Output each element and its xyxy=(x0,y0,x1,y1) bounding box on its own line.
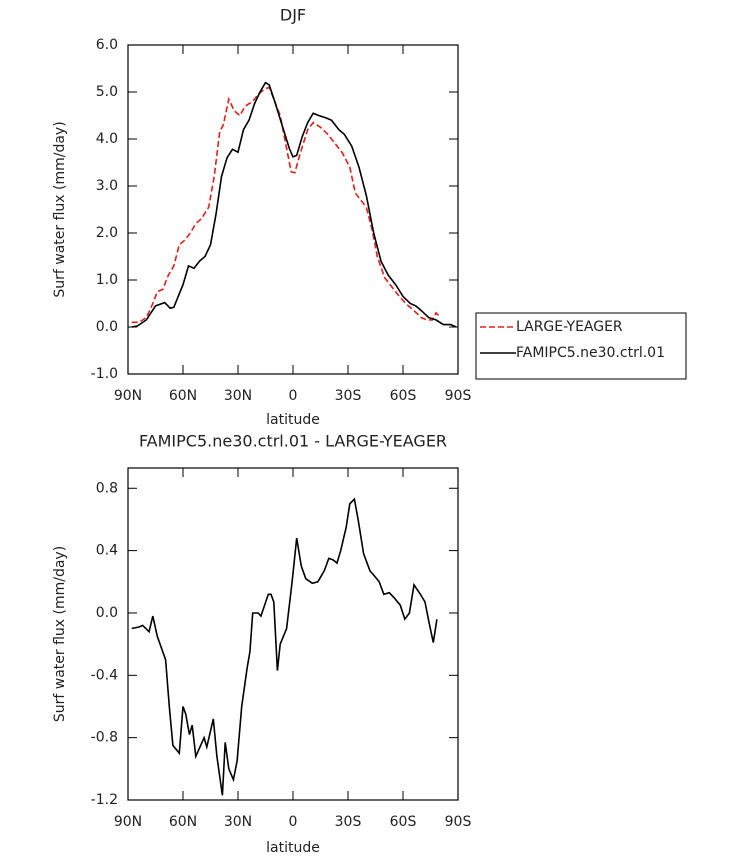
y-tick-label: 6.0 xyxy=(96,37,118,53)
x-tick-label: 30S xyxy=(335,388,362,404)
plot-frame xyxy=(127,44,459,375)
data-line xyxy=(131,497,438,796)
x-tick-label: 90N xyxy=(114,814,142,830)
data-line xyxy=(131,81,457,328)
legend-label: LARGE-YEAGER xyxy=(516,319,623,335)
y-tick-label: -1.2 xyxy=(91,792,118,808)
x-axis-label: latitude xyxy=(266,840,320,856)
y-tick-label: -0.8 xyxy=(91,730,118,746)
x-tick-label: 90S xyxy=(445,388,472,404)
x-tick-label: 30N xyxy=(224,814,252,830)
y-tick-label: 0.0 xyxy=(96,319,118,335)
x-tick-label: 60N xyxy=(169,388,197,404)
x-tick-label: 90N xyxy=(114,388,142,404)
y-tick-label: 0.8 xyxy=(96,480,118,496)
x-tick-label: 60N xyxy=(169,814,197,830)
y-tick-label: 4.0 xyxy=(96,131,118,147)
x-tick-label: 30N xyxy=(224,388,252,404)
x-tick-label: 30S xyxy=(335,814,362,830)
x-tick-label: 90S xyxy=(445,814,472,830)
legend-label: FAMIPC5.ne30.ctrl.01 xyxy=(516,345,665,361)
y-axis-label: Surf water flux (mm/day) xyxy=(52,121,68,297)
y-tick-label: 1.0 xyxy=(96,272,118,288)
chart-title: FAMIPC5.ne30.ctrl.01 - LARGE-YEAGER xyxy=(139,432,447,451)
y-tick-label: 3.0 xyxy=(96,178,118,194)
x-axis-label: latitude xyxy=(266,412,320,428)
y-tick-label: 2.0 xyxy=(96,225,118,241)
y-tick-label: 5.0 xyxy=(96,84,118,100)
data-line xyxy=(131,86,441,324)
x-tick-label: 60S xyxy=(390,814,417,830)
y-tick-label: 0.0 xyxy=(96,605,118,621)
x-tick-label: 0 xyxy=(289,388,298,404)
y-tick-label: 0.4 xyxy=(96,543,118,559)
x-tick-label: 60S xyxy=(390,388,417,404)
y-tick-label: -0.4 xyxy=(91,667,118,683)
legend-box xyxy=(475,312,687,380)
chart-title: DJF xyxy=(280,6,306,25)
y-axis-label: Surf water flux (mm/day) xyxy=(52,546,68,722)
x-tick-label: 0 xyxy=(289,814,298,830)
y-tick-label: -1.0 xyxy=(91,366,118,382)
